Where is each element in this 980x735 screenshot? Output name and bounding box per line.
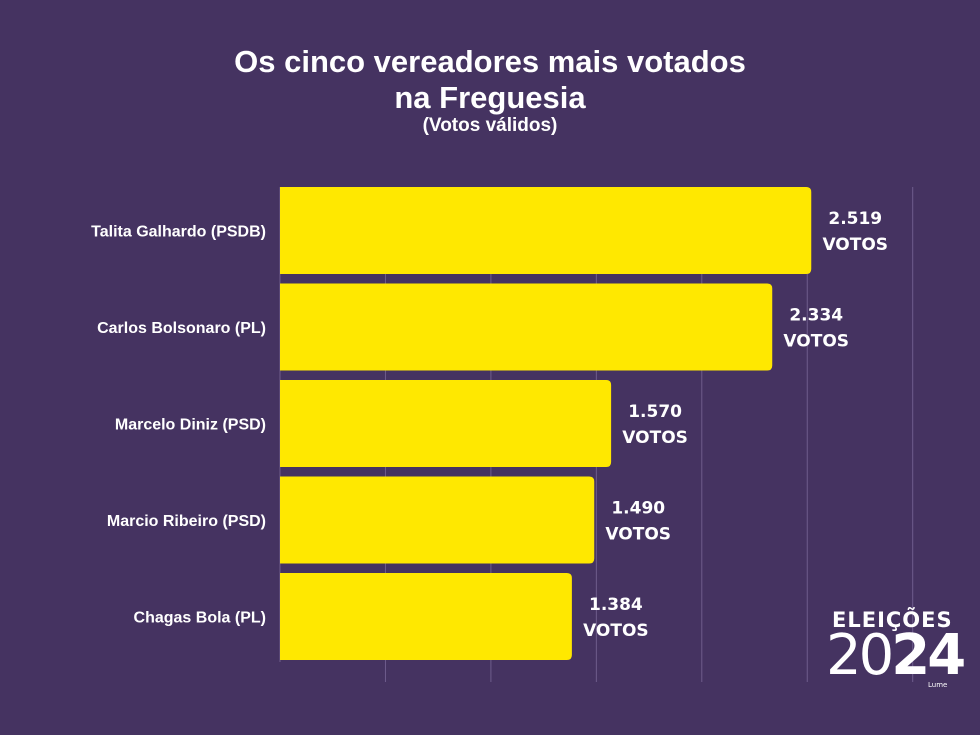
category-label: Talita Galhardo (PSDB) (91, 224, 266, 241)
value-unit-label: VOTOS (822, 235, 888, 255)
bar (280, 187, 812, 274)
category-label: Carlos Bolsonaro (PL) (97, 320, 266, 337)
value-unit-label: VOTOS (605, 525, 671, 545)
logo-eleicoes-text: ELEIÇÕES (832, 608, 953, 632)
value-unit-label: VOTOS (622, 428, 688, 448)
chart-title-line1: Os cinco vereadores mais votados (234, 44, 746, 79)
value-unit-label: VOTOS (583, 621, 649, 641)
logo-brand: Lume (928, 681, 948, 689)
value-label: 2.519 (828, 209, 882, 229)
bar (280, 573, 572, 660)
value-label: 2.334 (789, 306, 843, 326)
logo-year-light: 20 (826, 623, 894, 688)
logo-year-bold: 24 (891, 623, 966, 688)
chart-title-line2: na Freguesia (394, 80, 586, 115)
category-label: Marcelo Diniz (PSD) (115, 417, 266, 434)
logo-year: 2024 (826, 623, 966, 688)
chart-subtitle: (Votos válidos) (422, 115, 558, 136)
value-label: 1.490 (611, 499, 665, 519)
bar (280, 283, 773, 371)
value-label: 1.384 (589, 595, 643, 615)
category-label: Marcio Ribeiro (PSD) (107, 513, 266, 530)
bar (280, 380, 612, 467)
eleicoes-2024-logo: ELEIÇÕES 2024 Lume (822, 606, 966, 690)
value-label: 1.570 (628, 402, 682, 422)
value-unit-label: VOTOS (783, 332, 849, 352)
bar (280, 476, 595, 564)
category-label: Chagas Bola (PL) (134, 610, 266, 627)
